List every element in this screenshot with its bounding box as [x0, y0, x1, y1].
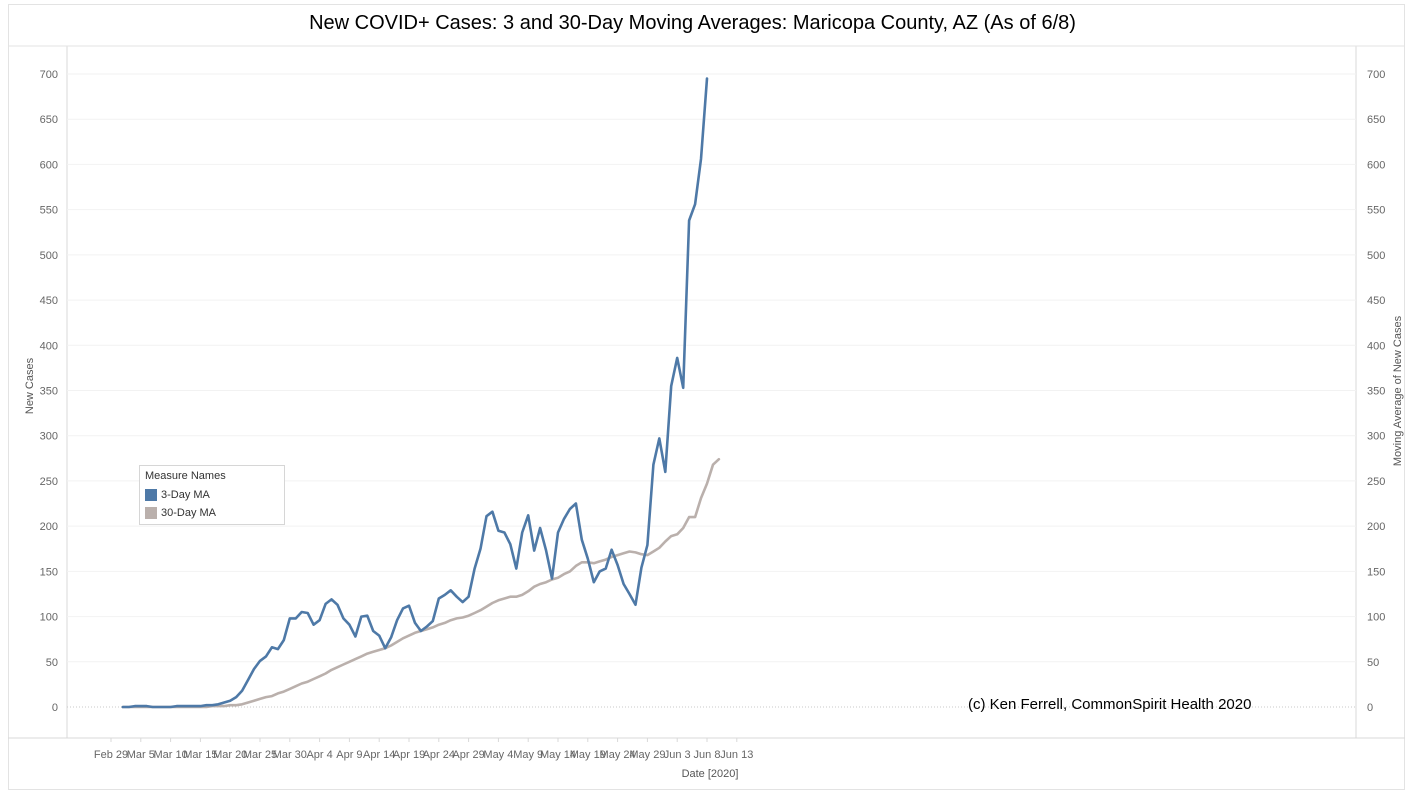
x-tick-label: Mar 10: [153, 749, 187, 761]
chart-frame: [8, 4, 1405, 790]
y-tick-label-right: 150: [1367, 566, 1385, 578]
x-tick-label: Mar 15: [183, 749, 217, 761]
chart-title: New COVID+ Cases: 3 and 30-Day Moving Av…: [309, 12, 1076, 34]
x-tick-label: Apr 4: [306, 749, 332, 761]
x-tick-label: May 29: [629, 749, 665, 761]
legend-swatch-30-day: [145, 507, 157, 519]
series-line-3-day-ma: [121, 77, 709, 709]
x-tick-label: Jun 13: [720, 749, 753, 761]
y-tick-label-right: 100: [1367, 612, 1385, 624]
x-tick-label: May 14: [540, 749, 576, 761]
x-tick-label: Mar 30: [273, 749, 307, 761]
y-tick-label-left: 300: [40, 431, 58, 443]
y-tick-label-left: 150: [40, 566, 58, 578]
x-tick-label: May 24: [600, 749, 636, 761]
x-tick-label: Apr 24: [423, 749, 455, 761]
y-tick-label-left: 50: [46, 657, 58, 669]
y-tick-label-right: 700: [1367, 69, 1385, 81]
legend-label-30-day: 30-Day MA: [161, 507, 217, 519]
y-tick-label-left: 250: [40, 476, 58, 488]
x-tick-label: Mar 5: [127, 749, 155, 761]
y-tick-label-left: 200: [40, 521, 58, 533]
y-tick-label-left: 700: [40, 69, 58, 81]
x-tick-label: May 4: [483, 749, 513, 761]
y-tick-label-left: 0: [52, 702, 58, 714]
y-tick-label-left: 450: [40, 295, 58, 307]
y-tick-label-right: 350: [1367, 386, 1385, 398]
y-tick-label-right: 650: [1367, 114, 1385, 126]
x-tick-label: May 19: [570, 749, 606, 761]
y-axis-label-right: Moving Average of New Cases: [1392, 315, 1404, 467]
y-tick-label-left: 600: [40, 159, 58, 171]
y-axis-label-left: New Cases: [24, 357, 36, 415]
y-tick-label-left: 500: [40, 250, 58, 262]
y-tick-label-right: 450: [1367, 295, 1385, 307]
y-tick-label-right: 500: [1367, 250, 1385, 262]
x-axis-label: Date [2020]: [681, 768, 739, 780]
x-tick-label: Jun 3: [664, 749, 691, 761]
y-tick-label-left: 350: [40, 386, 58, 398]
y-tick-label-right: 250: [1367, 476, 1385, 488]
x-tick-label: May 9: [513, 749, 543, 761]
x-tick-label: Mar 25: [243, 749, 277, 761]
x-tick-label: Apr 14: [363, 749, 395, 761]
legend-title: Measure Names: [145, 470, 226, 482]
x-tick-label: Apr 29: [452, 749, 484, 761]
y-tick-label-right: 400: [1367, 340, 1385, 352]
y-tick-label-right: 550: [1367, 205, 1385, 217]
x-tick-label: Feb 29: [94, 749, 128, 761]
legend-label-3-day: 3-Day MA: [161, 489, 210, 501]
x-tick-label: Apr 9: [336, 749, 362, 761]
y-tick-label-right: 200: [1367, 521, 1385, 533]
legend-swatch-3-day: [145, 489, 157, 501]
y-tick-label-right: 600: [1367, 159, 1385, 171]
y-tick-label-right: 300: [1367, 431, 1385, 443]
legend-item-30-day[interactable]: 30-Day MA: [145, 504, 279, 522]
y-tick-label-left: 550: [40, 205, 58, 217]
credit-annotation: (c) Ken Ferrell, CommonSpirit Health 202…: [968, 696, 1252, 713]
legend-item-3-day[interactable]: 3-Day MA: [145, 486, 279, 504]
y-tick-label-right: 50: [1367, 657, 1379, 669]
x-tick-label: Mar 20: [213, 749, 247, 761]
x-tick-label: Apr 19: [393, 749, 425, 761]
y-tick-label-left: 100: [40, 612, 58, 624]
legend[interactable]: Measure Names 3-Day MA 30-Day MA: [139, 465, 285, 525]
y-tick-label-left: 650: [40, 114, 58, 126]
x-tick-label: Jun 8: [694, 749, 721, 761]
y-tick-label-left: 400: [40, 340, 58, 352]
y-tick-label-right: 0: [1367, 702, 1373, 714]
